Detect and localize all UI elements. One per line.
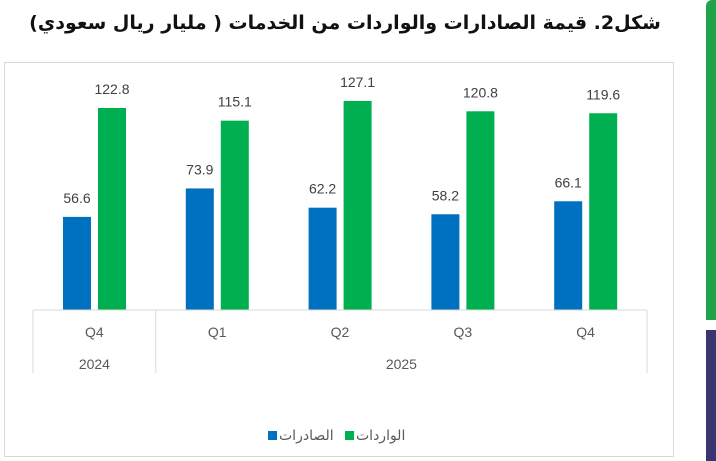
bar-imports — [466, 111, 495, 310]
bar-imports — [98, 108, 126, 310]
data-label: 119.6 — [586, 86, 620, 102]
x-group-label: 2024 — [79, 356, 110, 372]
data-label: 127.1 — [340, 74, 375, 90]
data-label: 73.9 — [186, 161, 213, 177]
bar-exports — [431, 214, 460, 310]
data-label: 58.2 — [432, 187, 459, 203]
data-label: 115.1 — [218, 94, 252, 110]
data-label: 120.8 — [463, 84, 498, 100]
bar-exports — [554, 201, 583, 310]
legend-label-exports: الصادرات — [279, 428, 334, 444]
x-tick-label: Q3 — [453, 324, 472, 340]
legend-swatch-imports — [345, 431, 354, 440]
data-label: 62.2 — [309, 181, 336, 197]
bar-imports — [343, 100, 372, 310]
legend-swatch-exports — [268, 431, 277, 440]
legend-label-imports: الواردات — [356, 428, 405, 444]
bar-imports — [589, 113, 618, 310]
bar-exports — [63, 216, 91, 310]
x-tick-label: Q1 — [208, 324, 227, 340]
x-tick-label: Q4 — [85, 324, 104, 340]
bar-imports — [220, 120, 249, 310]
chart-frame — [4, 62, 674, 457]
x-tick-label: Q2 — [331, 324, 350, 340]
bar-exports — [185, 188, 214, 310]
x-tick-label: Q4 — [576, 324, 595, 340]
bar-exports — [308, 207, 337, 310]
x-group-label: 2025 — [386, 356, 417, 372]
decorative-strip-green — [706, 0, 716, 320]
data-label: 66.1 — [555, 174, 582, 190]
data-label: 56.6 — [63, 190, 90, 206]
chart-title: شكل2. قيمة الصادارات والواردات من الخدما… — [29, 12, 661, 34]
decorative-strip-navy — [706, 330, 716, 461]
data-label: 122.8 — [94, 81, 129, 97]
